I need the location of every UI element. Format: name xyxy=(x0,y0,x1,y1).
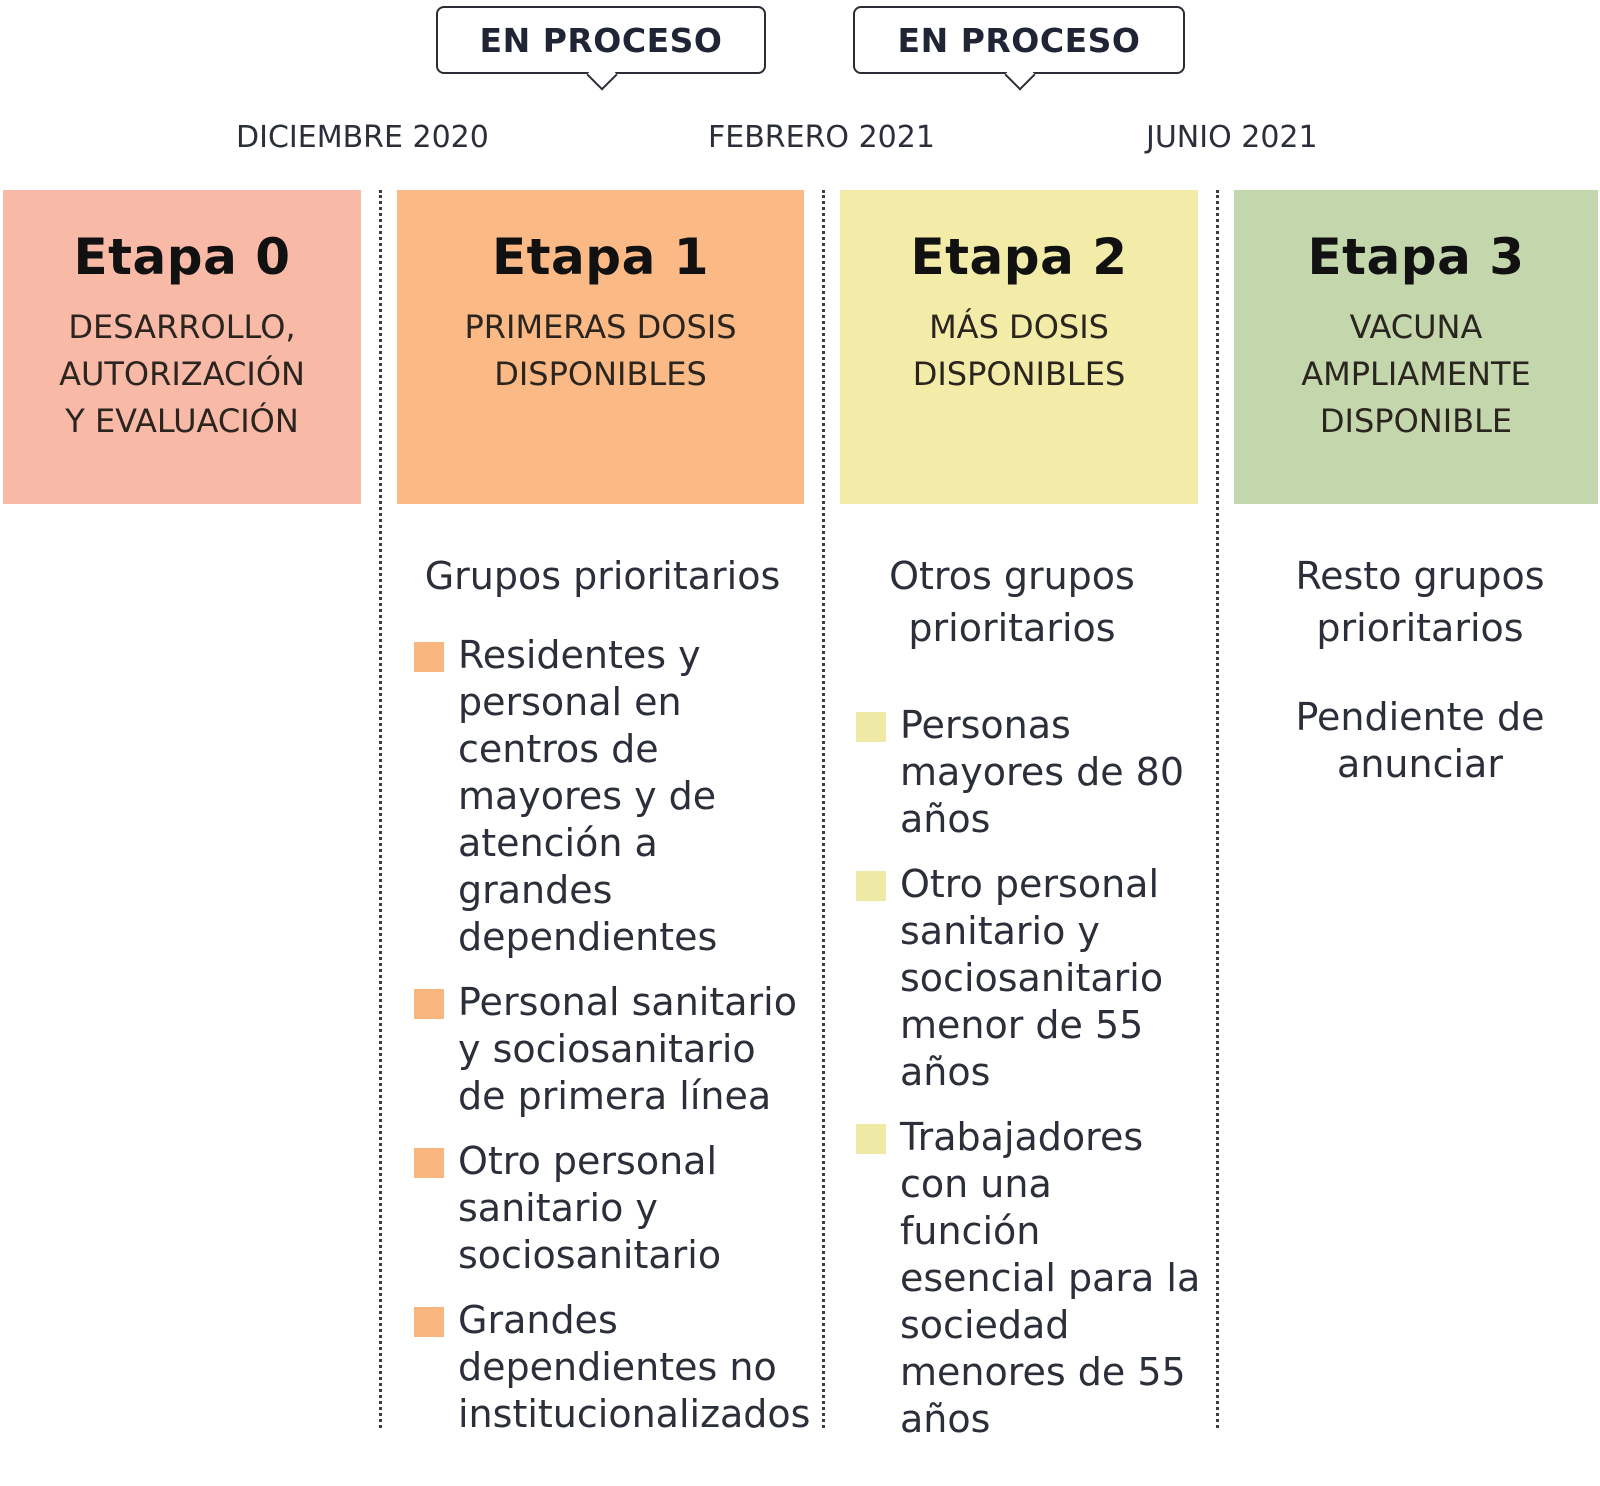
subtitle-line: PRIMERAS DOSIS xyxy=(464,308,737,346)
date-label-jun-2021: JUNIO 2021 xyxy=(1146,120,1318,155)
stage-card-3: Etapa 3 VACUNA AMPLIAMENTE DISPONIBLE xyxy=(1234,190,1598,504)
stage-subtitle: PRIMERAS DOSIS DISPONIBLES xyxy=(397,304,804,398)
stage-subtitle: VACUNA AMPLIAMENTE DISPONIBLE xyxy=(1234,304,1598,445)
bullet-square-icon xyxy=(414,1148,444,1178)
stage-title: Etapa 2 xyxy=(910,228,1128,286)
subtitle-line: Y EVALUACIÓN xyxy=(65,402,299,440)
list-item: Trabajadores con una función esencial pa… xyxy=(852,1114,1202,1443)
callout-pointer-icon xyxy=(1004,59,1036,91)
date-label-feb-2021: FEBRERO 2021 xyxy=(708,120,935,155)
status-label: EN PROCESO xyxy=(897,20,1141,60)
stage-card-2: Etapa 2 MÁS DOSIS DISPONIBLES xyxy=(840,190,1198,504)
subtitle-line: DISPONIBLES xyxy=(494,355,707,393)
status-label: EN PROCESO xyxy=(479,20,723,60)
list-item-text: Trabajadores con una función esencial pa… xyxy=(900,1115,1201,1441)
list-item: Personas mayores de 80 años xyxy=(852,702,1202,843)
bullet-square-icon xyxy=(856,1124,886,1154)
list-item: Residentes y personal en centros de mayo… xyxy=(410,632,718,961)
status-callout-etapa1: EN PROCESO xyxy=(436,6,766,91)
timeline-divider xyxy=(1216,190,1219,1428)
list-item-text: Residentes y personal en centros de mayo… xyxy=(458,633,718,959)
stage-title: Etapa 3 xyxy=(1307,228,1525,286)
list-item: Otro personal sanitario y sociosanitario xyxy=(410,1138,738,1279)
list-item-text: Grandes dependientes no institucionaliza… xyxy=(458,1298,811,1436)
bullet-square-icon xyxy=(414,989,444,1019)
stage-subtitle: DESARROLLO, AUTORIZACIÓN Y EVALUACIÓN xyxy=(3,304,361,445)
bullet-square-icon xyxy=(856,712,886,742)
group-heading: Grupos prioritarios xyxy=(424,554,781,598)
list-item-text: Personal sanitario y sociosanitario de p… xyxy=(458,980,797,1118)
groups-etapa1: Grupos prioritarios Residentes y persona… xyxy=(410,550,810,1438)
list-item-text: Otro personal sanitario y sociosanitario… xyxy=(900,862,1164,1094)
bullet-square-icon xyxy=(856,871,886,901)
groups-etapa2: Otros grupos prioritarios Personas mayor… xyxy=(852,550,1202,1443)
subtitle-line: VACUNA xyxy=(1349,308,1483,346)
timeline-divider xyxy=(822,190,825,1428)
date-label-dic-2020: DICIEMBRE 2020 xyxy=(236,120,489,155)
bullet-square-icon xyxy=(414,1307,444,1337)
stage-title: Etapa 1 xyxy=(491,228,710,286)
stage-card-1: Etapa 1 PRIMERAS DOSIS DISPONIBLES xyxy=(397,190,804,504)
stage-card-0: Etapa 0 DESARROLLO, AUTORIZACIÓN Y EVALU… xyxy=(3,190,361,504)
subtitle-line: MÁS DOSIS xyxy=(929,308,1109,346)
group-heading: Otros grupos prioritarios xyxy=(889,554,1135,650)
subtitle-line: AUTORIZACIÓN xyxy=(59,355,305,393)
list-item: Personal sanitario y sociosanitario de p… xyxy=(410,979,810,1120)
priority-group-list: Residentes y personal en centros de mayo… xyxy=(410,632,810,1438)
stage-subtitle: MÁS DOSIS DISPONIBLES xyxy=(840,304,1198,398)
callout-pointer-icon xyxy=(586,59,618,91)
subtitle-line: AMPLIAMENTE xyxy=(1301,355,1531,393)
subtitle-line: DISPONIBLES xyxy=(912,355,1126,393)
stage-title: Etapa 0 xyxy=(73,228,291,286)
timeline-divider xyxy=(379,190,382,1428)
group-heading: Resto grupos prioritarios xyxy=(1295,554,1545,650)
list-item-text: Otro personal sanitario y sociosanitario xyxy=(458,1139,722,1277)
list-item: Grandes dependientes no institucionaliza… xyxy=(410,1297,810,1438)
bullet-square-icon xyxy=(414,642,444,672)
list-item: Otro personal sanitario y sociosanitario… xyxy=(852,861,1202,1096)
list-item-text: Personas mayores de 80 años xyxy=(900,703,1185,841)
priority-group-list: Personas mayores de 80 años Otro persona… xyxy=(852,702,1202,1443)
status-callout-etapa2: EN PROCESO xyxy=(853,6,1185,91)
pending-announcement: Pendiente de anunciar xyxy=(1295,695,1545,786)
subtitle-line: DISPONIBLE xyxy=(1319,402,1513,440)
subtitle-line: DESARROLLO, xyxy=(68,308,296,346)
groups-etapa3: Resto grupos prioritarios Pendiente de a… xyxy=(1270,550,1570,788)
